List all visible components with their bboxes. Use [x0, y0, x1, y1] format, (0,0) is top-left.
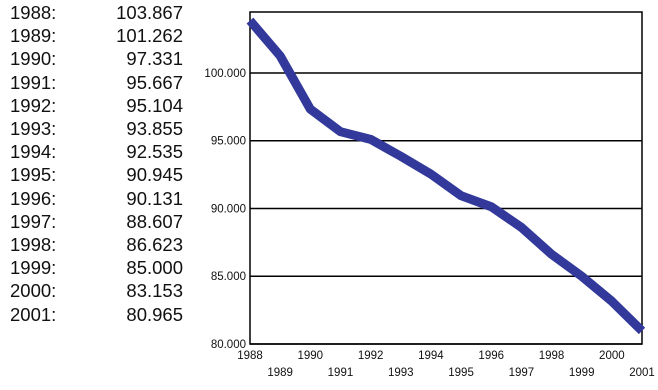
y-tick-label: 90.000 — [211, 203, 246, 215]
table-year: 1999: — [10, 257, 57, 279]
y-tick-label: 100.000 — [204, 68, 246, 80]
data-table: 1988: 103.867 1989: 101.262 1990: 97.331 1991:… — [0, 0, 190, 350]
table-year: 1990: — [10, 48, 57, 70]
table-row: 1990: 97.331 — [0, 47, 190, 71]
table-row: 1989: 101.262 — [0, 24, 190, 48]
plot-frame — [249, 11, 643, 345]
table-year: 2000: — [10, 280, 57, 302]
table-value: 97.331 — [126, 48, 183, 70]
x-tick-label: 1990 — [298, 350, 324, 362]
table-row: 1993: 93.855 — [0, 117, 190, 141]
x-tick-label: 1993 — [388, 367, 414, 379]
table-row: 1994: 92.535 — [0, 140, 190, 164]
table-year: 1996: — [10, 187, 57, 209]
x-tick-label: 1997 — [509, 367, 535, 379]
table-row: 1995: 90.945 — [0, 163, 190, 187]
table-value: 83.153 — [126, 280, 183, 302]
y-tick-label: 80.000 — [211, 339, 246, 351]
table-value: 88.607 — [126, 210, 183, 232]
series-line — [246, 17, 646, 335]
x-tick-label: 1994 — [418, 350, 444, 362]
y-axis-ticks: 80.000 85.000 90.000 95.000 100.000 — [204, 68, 246, 351]
table-value: 85.000 — [126, 257, 183, 279]
x-tick-label: 1995 — [448, 367, 474, 379]
y-tick-label: 85.000 — [211, 271, 246, 283]
table-value: 80.965 — [126, 303, 183, 325]
x-tick-label: 1989 — [267, 367, 293, 379]
y-tick-label: 95.000 — [211, 136, 246, 148]
x-tick-label: 1998 — [539, 350, 565, 362]
x-tick-label: 1996 — [478, 350, 504, 362]
x-tick-label: 2001 — [629, 367, 655, 379]
table-value: 90.131 — [126, 187, 183, 209]
table-row: 1999: 85.000 — [0, 256, 190, 280]
x-axis-ticks: 1988 1989 1990 1991 1992 1993 1994 1995 1996 1997… — [237, 350, 655, 379]
series-layer — [246, 17, 646, 335]
table-row: 1991: 95.667 — [0, 71, 190, 95]
table-row: 1996: 90.131 — [0, 187, 190, 211]
table-row: 1997: 88.607 — [0, 210, 190, 234]
table-year: 1998: — [10, 234, 57, 255]
x-tick-label: 1991 — [328, 367, 354, 379]
table-value: 90.945 — [126, 164, 183, 186]
table-year: 1991: — [10, 71, 57, 93]
x-tick-label: 1992 — [358, 350, 384, 362]
table-value: 101.262 — [116, 25, 183, 47]
x-tick-label: 1999 — [569, 367, 595, 379]
table-value: 95.104 — [126, 94, 183, 116]
table-value: 95.667 — [126, 71, 183, 93]
table-year: 1995: — [10, 164, 57, 186]
table-row: 2000: 83.153 — [0, 279, 190, 303]
table-value: 103.867 — [116, 2, 183, 23]
table-year: 1989: — [10, 25, 57, 47]
table-row: 1988: 103.867 — [0, 1, 190, 25]
table-row: 1998: 86.623 — [0, 233, 190, 257]
table-value: 86.623 — [126, 234, 183, 255]
table-year: 1993: — [10, 118, 57, 139]
table-year: 1992: — [10, 94, 57, 116]
x-tick-label: 2000 — [599, 350, 625, 362]
table-row: 2001: 80.965 — [0, 303, 190, 327]
x-tick-label: 1988 — [237, 350, 263, 362]
table-year: 1994: — [10, 141, 57, 163]
table-year: 2001: — [10, 303, 57, 325]
table-year: 1997: — [10, 210, 57, 232]
table-year: 1988: — [10, 2, 57, 23]
table-value: 93.855 — [126, 118, 183, 139]
table-row: 1992: 95.104 — [0, 94, 190, 118]
table-value: 92.535 — [126, 141, 183, 163]
